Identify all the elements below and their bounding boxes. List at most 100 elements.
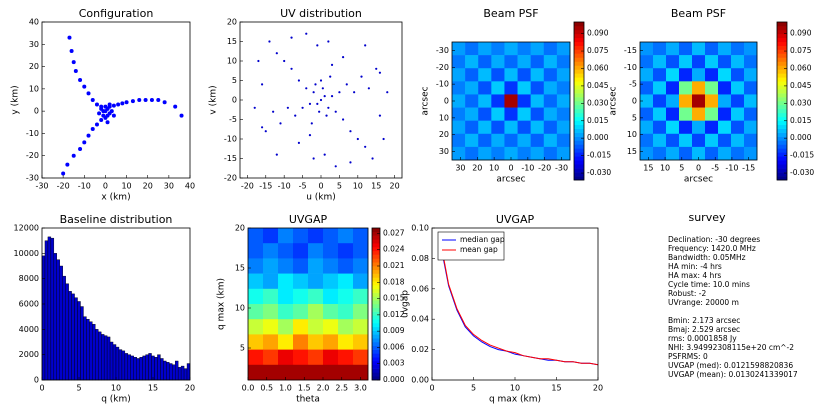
heatmap-cell	[338, 228, 354, 244]
colorbar-strip	[372, 376, 380, 381]
scatter-point	[378, 71, 382, 74]
heatmap-cell	[353, 273, 369, 290]
panel-title: Configuration	[79, 7, 154, 20]
x-tick-label: -20	[538, 164, 551, 173]
heatmap-cell	[517, 42, 531, 56]
scatter-point	[71, 60, 76, 65]
heatmap-cell	[705, 107, 719, 121]
histogram-bar	[56, 259, 60, 381]
heatmap-cell	[263, 319, 279, 335]
colorbar-strip	[777, 49, 787, 54]
x-tick-label: 0	[696, 164, 701, 173]
y-tick-label: 4000	[19, 325, 39, 334]
scatter-point	[260, 83, 264, 86]
histogram-bar	[151, 355, 155, 381]
x-tick-label: 40	[185, 182, 195, 191]
scatter-point	[94, 122, 99, 127]
heatmap-cell	[744, 55, 758, 69]
colorbar-tick-label: 0.060	[587, 63, 609, 72]
heatmap-cell	[278, 228, 294, 244]
heatmap-cell	[556, 42, 571, 56]
survey-line: Frequency: 1420.0 MHz	[668, 244, 756, 253]
y-tick-label: -5	[229, 115, 237, 124]
heatmap-cell	[640, 133, 654, 148]
histogram-bar	[127, 354, 131, 381]
colorbar-strip	[574, 49, 584, 54]
x-tick-label: 2.5	[335, 384, 348, 393]
heatmap-cell	[465, 68, 479, 82]
x-tick-label: -20	[57, 182, 70, 191]
heatmap-cell	[679, 133, 693, 148]
colorbar-strip	[777, 61, 787, 66]
colorbar-strip	[574, 124, 584, 129]
x-tick-label: -5	[299, 182, 307, 191]
scatter-point	[353, 91, 356, 94]
histogram-bar	[174, 360, 179, 381]
colorbar-strip	[574, 89, 584, 94]
colorbar-strip	[574, 168, 584, 173]
heatmap-cell	[338, 334, 354, 350]
histogram-bar	[92, 324, 96, 381]
y-tick-label: 0.00	[411, 376, 429, 385]
heatmap-cell	[353, 304, 369, 320]
colorbar-strip	[777, 168, 787, 173]
x-tick-label: -20	[241, 182, 254, 191]
heatmap-cell	[263, 334, 279, 350]
colorbar-strip	[777, 140, 787, 145]
heatmap-cell	[293, 273, 309, 290]
heatmap-cell	[491, 55, 505, 69]
colorbar-strip	[777, 152, 787, 157]
heatmap-cell	[465, 120, 479, 135]
heatmap-cell	[718, 146, 732, 161]
x-axis-label: u (km)	[306, 193, 336, 203]
colorbar-strip	[777, 85, 787, 90]
histogram-bar	[154, 357, 158, 381]
x-tick-label: 10	[353, 182, 363, 191]
colorbar-frame	[776, 21, 788, 181]
heatmap-cell	[530, 94, 545, 108]
scatter-point	[275, 52, 278, 55]
colorbar-strip	[777, 164, 787, 169]
heatmap-cell	[278, 319, 294, 335]
heatmap-cell	[517, 120, 531, 135]
heatmap-cell	[248, 288, 264, 305]
scatter-point	[78, 77, 83, 82]
histogram-bar	[53, 253, 57, 381]
heatmap-cell	[679, 120, 693, 135]
heatmap-cell	[718, 120, 732, 135]
scatter-point	[283, 59, 286, 63]
y-axis-label: arcsec	[609, 86, 619, 115]
heatmap-cell	[478, 146, 492, 161]
histogram-bar	[83, 316, 87, 381]
heatmap-cell	[248, 334, 264, 350]
x-tick-label: 0.0	[242, 384, 255, 393]
colorbar-strip	[372, 357, 380, 362]
heatmap-cell	[679, 107, 693, 121]
y-tick-label: 0	[34, 376, 39, 385]
heatmap-cell	[278, 288, 294, 305]
colorbar-tick-label: 0.045	[790, 81, 812, 90]
scatter-point	[111, 113, 116, 118]
y-tick-label: 15	[235, 264, 245, 273]
scatter-point	[312, 157, 315, 160]
heatmap-cell	[556, 120, 571, 135]
colorbar-tick-label: 0.018	[383, 277, 405, 286]
heatmap-cell	[517, 94, 531, 108]
colorbar-strip	[372, 364, 380, 369]
colorbar-strip	[372, 254, 380, 259]
histogram-bar	[106, 336, 111, 381]
heatmap-cell	[353, 349, 369, 366]
heatmap-cell	[353, 228, 369, 244]
heatmap-cell	[666, 81, 680, 95]
scatter-point	[305, 87, 308, 90]
x-tick-label: 0	[103, 182, 108, 191]
colorbar-tick-label: 0.030	[587, 98, 609, 107]
heatmap-cell	[679, 42, 693, 56]
heatmap-cell	[491, 94, 505, 108]
heatmap-cell	[692, 55, 706, 69]
x-tick-label: 20	[185, 384, 195, 393]
colorbar-strip	[372, 231, 380, 236]
heatmap-cell	[323, 334, 339, 350]
heatmap-cell	[640, 94, 654, 108]
x-tick-label: -30	[555, 164, 568, 173]
